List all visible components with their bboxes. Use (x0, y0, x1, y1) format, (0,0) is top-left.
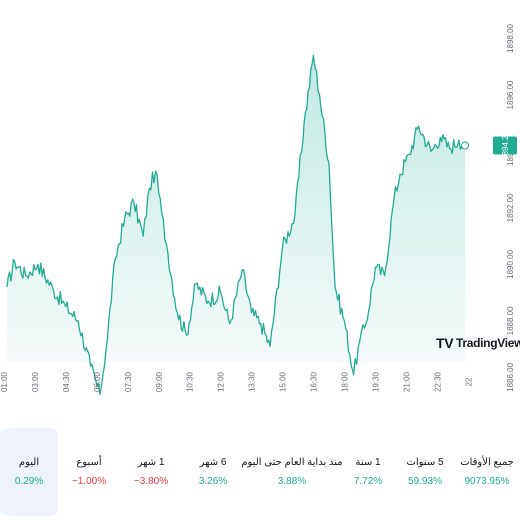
x-tick-label: 21:00 (402, 371, 411, 392)
price-line (6, 54, 466, 396)
period-option[interactable]: 1 سنة 7.72% (340, 428, 396, 516)
period-label: 1 سنة (355, 457, 381, 468)
period-label: 6 شهر (199, 457, 227, 468)
period-option[interactable]: 1 شهر −3.80% (120, 428, 182, 516)
x-tick-label: 06:00 (93, 371, 102, 392)
period-change-value: 3.88% (277, 476, 307, 487)
price-area (7, 55, 466, 395)
last-price-tag: 1894.21 (493, 130, 517, 160)
period-option[interactable]: منذ بداية العام حتى اليوم 3.88% (241, 428, 343, 516)
x-tick-label: 10:30 (186, 371, 195, 392)
x-tick-label: 19:30 (371, 371, 380, 392)
y-tick-label: 1892.00 (506, 193, 515, 222)
period-change-value: 59.93% (408, 476, 442, 487)
x-tick-label: 22 (464, 377, 473, 386)
period-today[interactable]: اليوم 0.29% (0, 428, 58, 516)
x-tick-label: 07:30 (124, 371, 133, 392)
y-tick-label: 1888.00 (506, 306, 515, 335)
period-option[interactable]: 5 سنوات 59.93% (396, 428, 454, 516)
tradingview-watermark[interactable]: TV TradingView (436, 335, 520, 351)
period-change-value: −1.00% (71, 476, 107, 487)
last-price-label: 1894.21 (501, 130, 510, 159)
y-tick-label: 1886.00 (506, 362, 515, 391)
last-price-tag-bg (493, 136, 517, 155)
y-tick-label: 1890.00 (506, 249, 515, 278)
performance-periods: اليوم 0.29% أسبوع −1.00% 1 شهر −3.80% 6 شهر 3.2… (0, 428, 520, 520)
x-tick-label: 15:00 (279, 371, 288, 392)
x-tick-label: 03:00 (31, 371, 40, 392)
period-change-value: 0.29% (14, 476, 44, 487)
last-price-marker (461, 141, 470, 150)
y-tick-label: 1898.00 (506, 23, 515, 52)
tradingview-logo-icon: TV (436, 335, 454, 351)
tradingview-wordmark: TradingView (456, 336, 520, 350)
period-label: منذ بداية العام حتى اليوم (241, 457, 343, 468)
price-chart[interactable]: 1886.001888.001890.001892.001894.001896.… (0, 0, 520, 400)
x-tick-label: 18:00 (340, 371, 349, 392)
period-label: أسبوع (76, 457, 102, 468)
period-label: اليوم (18, 457, 40, 468)
x-tick-label: 12:00 (217, 371, 226, 392)
period-label: 1 شهر (137, 457, 165, 468)
chart-svg[interactable]: 1886.001888.001890.001892.001894.001896.… (0, 0, 520, 400)
period-change-value: −3.80% (133, 476, 169, 487)
x-tick-label: 09:00 (155, 371, 164, 392)
x-tick-label: 04:30 (62, 371, 71, 392)
x-tick-label: 13:30 (248, 371, 257, 392)
period-option[interactable]: جميع الأوقات 9073.95% (454, 428, 520, 516)
x-tick-label: 16:30 (310, 371, 319, 392)
period-change-value: 7.72% (353, 476, 383, 487)
y-tick-label: 1896.00 (506, 80, 515, 109)
x-tick-label: 22:30 (433, 371, 442, 392)
x-tick-label: 01:00 (0, 371, 9, 392)
period-label: 5 سنوات (406, 457, 444, 468)
period-option[interactable]: أسبوع −1.00% (58, 428, 120, 516)
period-label: جميع الأوقات (460, 457, 514, 468)
period-change-value: 9073.95% (464, 476, 510, 487)
x-axis: 01:00 03:00 04:30 06:00 07:30 09:00 10:30 12:00… (0, 371, 473, 392)
period-option[interactable]: 6 شهر 3.26% (182, 428, 244, 516)
period-change-value: 3.26% (198, 476, 228, 487)
